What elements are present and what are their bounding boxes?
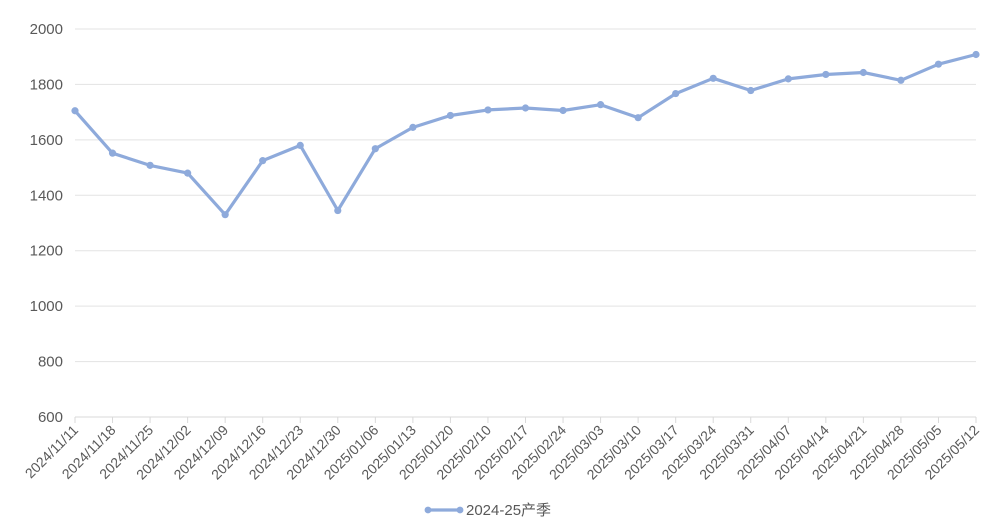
data-point[interactable] [859, 68, 867, 77]
y-tick-label: 1800 [30, 76, 63, 93]
y-tick-label: 1200 [30, 243, 63, 260]
data-point[interactable] [108, 149, 117, 157]
data-point[interactable] [409, 123, 417, 131]
data-point[interactable] [672, 89, 680, 98]
data-point[interactable] [446, 111, 455, 120]
data-point[interactable] [897, 76, 905, 84]
legend-label: 2024-25产季 [466, 502, 551, 519]
data-point[interactable] [484, 106, 492, 114]
y-tick-label: 1600 [30, 132, 63, 149]
y-tick-label: 1000 [30, 298, 63, 315]
data-point[interactable] [596, 101, 605, 109]
data-point[interactable] [784, 75, 792, 83]
data-point[interactable] [371, 145, 379, 153]
y-tick-label: 600 [38, 409, 63, 426]
data-point[interactable] [71, 107, 79, 115]
y-tick-label: 2000 [30, 21, 63, 38]
series-layer [71, 50, 980, 219]
data-point[interactable] [259, 157, 267, 165]
data-point[interactable] [822, 70, 830, 79]
data-point[interactable] [184, 169, 192, 177]
data-point[interactable] [709, 74, 717, 82]
data-point[interactable] [559, 106, 567, 115]
y-tick-label: 1400 [30, 187, 63, 204]
data-point[interactable] [972, 50, 980, 59]
data-point[interactable] [146, 161, 154, 169]
legend-marker [424, 506, 432, 514]
data-point[interactable] [521, 104, 530, 112]
y-axis: 600 800 1000 1200 1400 1600 1800 2000 [30, 21, 63, 426]
data-point[interactable] [634, 114, 642, 122]
data-point[interactable] [296, 141, 304, 149]
data-point[interactable] [221, 211, 229, 219]
legend[interactable]: 2024-25产季 [424, 502, 551, 519]
series-line [73, 52, 978, 217]
x-axis: 2024/11/112024/11/182024/11/252024/12/02… [22, 416, 982, 483]
y-tick-label: 800 [38, 354, 63, 371]
legend-marker [456, 506, 464, 514]
data-point[interactable] [747, 86, 755, 95]
data-point[interactable] [334, 206, 342, 215]
data-point[interactable] [934, 60, 943, 68]
grid-lines [75, 28, 976, 363]
